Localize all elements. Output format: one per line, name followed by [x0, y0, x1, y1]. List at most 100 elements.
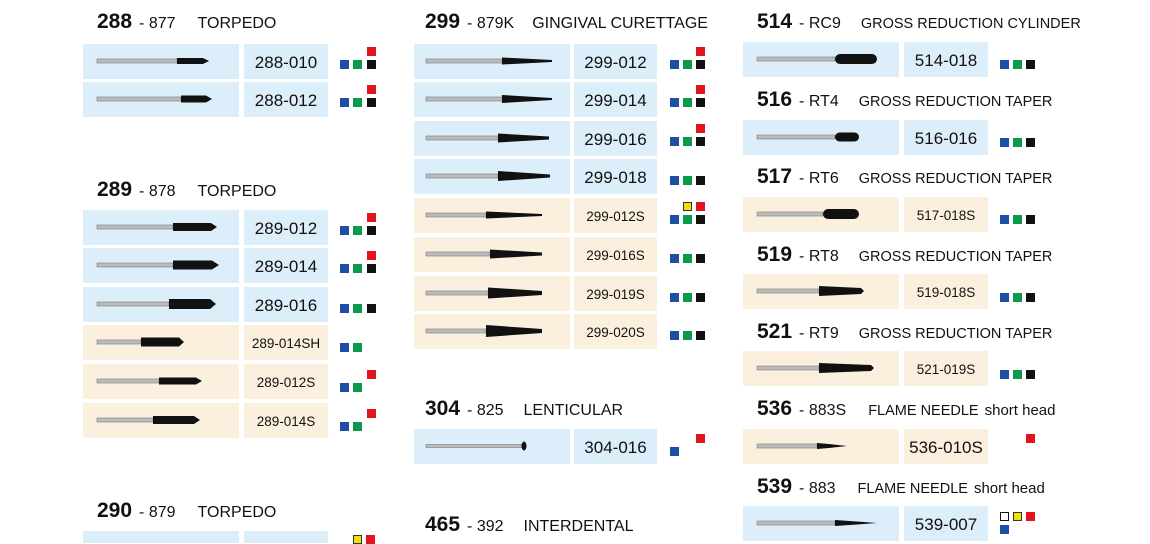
shape-note: short head: [973, 480, 1045, 497]
catalog-code: 299-016: [574, 121, 657, 156]
size-red: [1026, 512, 1035, 521]
size-red: [696, 434, 705, 443]
iso-code: RT6: [808, 170, 839, 187]
catalog-code: 289-014S: [244, 403, 328, 438]
size-black: [1026, 138, 1035, 147]
bur-image: [743, 351, 899, 386]
shape-title: GROSS REDUCTION TAPER: [858, 171, 1053, 187]
iso-code: 825: [476, 402, 504, 419]
catalog-code: 289-014SH: [244, 325, 328, 360]
shape-note: short head: [984, 402, 1056, 419]
section-517-header: 517 - RT6 GROSS REDUCTION TAPER: [757, 165, 1053, 188]
iso-code: RT8: [808, 248, 839, 265]
shape-title: GINGIVAL CURETTAGE: [532, 15, 708, 32]
size-red: [1026, 434, 1035, 443]
size-navy: [670, 447, 679, 456]
size-black: [367, 60, 376, 69]
size-navy: [340, 422, 349, 431]
catalog-code: 517-018S: [904, 197, 988, 232]
bur-image: [743, 197, 899, 232]
iso-code: RC9: [808, 15, 841, 32]
size-navy: [1000, 60, 1009, 69]
size-green: [1013, 60, 1022, 69]
item-number: 465: [425, 513, 461, 536]
catalog-code: 289-014: [244, 248, 328, 283]
item-number: 288: [97, 10, 133, 33]
catalog-code: 299-018: [574, 159, 657, 194]
size-green: [353, 304, 362, 313]
size-navy: [1000, 215, 1009, 224]
size-red: [367, 409, 376, 418]
size-green: [353, 264, 362, 273]
iso-code: 878: [148, 183, 176, 200]
size-yellow: [683, 202, 692, 211]
section-465-header: 465 - 392 INTERDENTAL: [425, 513, 634, 536]
size-black: [1026, 370, 1035, 379]
catalog-code: 299-020S: [574, 314, 657, 349]
size-red: [366, 535, 375, 544]
size-green: [353, 226, 362, 235]
item-number: 536: [757, 397, 793, 420]
bur-image: [414, 198, 570, 233]
catalog-code: 299-016S: [574, 237, 657, 272]
size-black: [696, 98, 705, 107]
size-white: [1000, 512, 1009, 521]
size-green: [1013, 293, 1022, 302]
size-black: [367, 226, 376, 235]
size-navy: [670, 60, 679, 69]
iso-code: 392: [476, 518, 504, 535]
size-black: [367, 304, 376, 313]
size-navy: [670, 293, 679, 302]
shape-title: GROSS REDUCTION TAPER: [858, 326, 1053, 342]
size-green: [683, 176, 692, 185]
item-number: 516: [757, 88, 793, 111]
code-cell-290-partial: [244, 531, 328, 543]
size-green: [353, 60, 362, 69]
catalog-code: 288-010: [244, 44, 328, 79]
size-green: [683, 215, 692, 224]
size-red: [367, 370, 376, 379]
size-green: [683, 60, 692, 69]
size-black: [696, 293, 705, 302]
size-red: [367, 47, 376, 56]
catalog-code: 289-016: [244, 287, 328, 322]
size-black: [1026, 293, 1035, 302]
bur-image: [743, 42, 899, 77]
bur-row-290-partial: [83, 531, 239, 543]
catalog-code: 514-018: [904, 42, 988, 77]
section-521-header: 521 - RT9 GROSS REDUCTION TAPER: [757, 320, 1053, 343]
size-green: [353, 422, 362, 431]
bur-image: [743, 120, 899, 155]
bur-image: [83, 287, 239, 322]
shape-title: FLAME NEEDLE: [868, 403, 979, 419]
shape-title: GROSS REDUCTION CYLINDER: [860, 16, 1081, 32]
size-black: [696, 60, 705, 69]
size-navy: [670, 331, 679, 340]
item-number: 514: [757, 10, 793, 33]
bur-image: [83, 403, 239, 438]
catalog-code: 299-014: [574, 82, 657, 117]
size-green: [683, 331, 692, 340]
size-green: [683, 293, 692, 302]
size-navy: [670, 176, 679, 185]
size-yellow: [1013, 512, 1022, 521]
item-number: 289: [97, 178, 133, 201]
size-navy: [670, 215, 679, 224]
shape-title: LENTICULAR: [523, 402, 624, 419]
size-navy: [340, 383, 349, 392]
section-288-header: 288 - 877 TORPEDO: [97, 10, 277, 33]
catalog-code: 299-012S: [574, 198, 657, 233]
iso-code: 879K: [476, 15, 515, 32]
size-navy: [1000, 370, 1009, 379]
size-green: [1013, 215, 1022, 224]
bur-image: [414, 82, 570, 117]
size-navy: [670, 137, 679, 146]
bur-image: [83, 325, 239, 360]
size-navy: [340, 264, 349, 273]
bur-image: [414, 121, 570, 156]
bur-image: [83, 44, 239, 79]
section-289-header: 289 - 878 TORPEDO: [97, 178, 277, 201]
size-red: [696, 202, 705, 211]
catalog-code: 299-012: [574, 44, 657, 79]
item-number: 539: [757, 475, 793, 498]
